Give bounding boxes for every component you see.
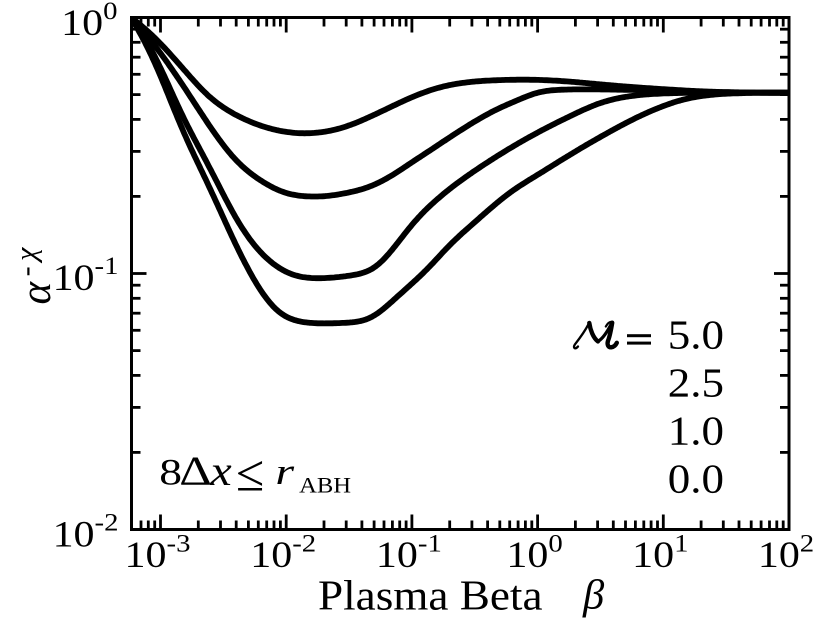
svg-text:102: 102	[758, 529, 814, 575]
svg-text:0.0: 0.0	[668, 457, 724, 502]
svg-text:x: x	[209, 448, 232, 494]
svg-text:r: r	[275, 452, 294, 493]
svg-text:100: 100	[506, 529, 562, 575]
svg-text:101: 101	[632, 529, 688, 575]
svg-text:ABH: ABH	[299, 473, 351, 497]
svg-text:100: 100	[61, 0, 117, 43]
svg-text:≤: ≤	[236, 446, 264, 503]
svg-text:10-3: 10-3	[125, 529, 191, 575]
svg-text:10-2: 10-2	[250, 529, 316, 575]
svg-text:8: 8	[159, 452, 182, 493]
svg-text:5.0: 5.0	[668, 313, 724, 358]
svg-text:Δ: Δ	[179, 449, 212, 495]
svg-text:10-1: 10-1	[376, 529, 442, 575]
svg-text:2.5: 2.5	[668, 361, 724, 406]
svg-text:Plasma Beta: Plasma Beta	[318, 573, 543, 620]
svg-text:1.0: 1.0	[668, 409, 724, 454]
svg-text:β: β	[582, 572, 605, 619]
svg-text:10-2: 10-2	[53, 508, 119, 555]
svg-text:10-1: 10-1	[53, 252, 119, 299]
svg-text:α-χ: α-χ	[10, 242, 61, 304]
